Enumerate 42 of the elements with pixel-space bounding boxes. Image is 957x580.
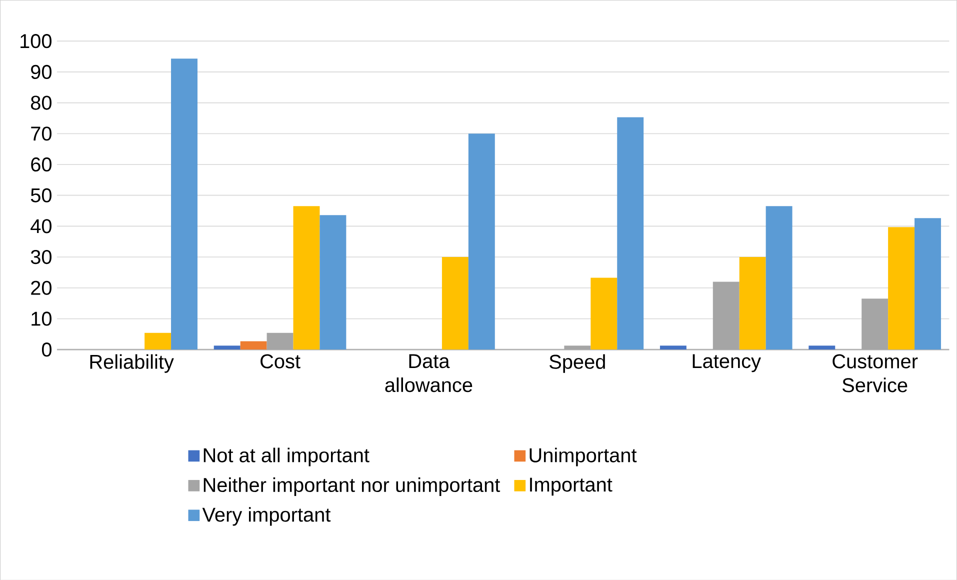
y-tick-label: 20 xyxy=(31,280,52,295)
y-tick-label: 100 xyxy=(20,34,52,48)
bar xyxy=(617,117,644,350)
bar xyxy=(660,345,686,350)
y-tick-label: 30 xyxy=(30,250,52,264)
bar xyxy=(240,341,267,350)
bar xyxy=(862,298,888,350)
bar xyxy=(739,256,766,350)
bar xyxy=(293,206,320,350)
legend-label: Not at all important xyxy=(204,447,370,466)
x-tick-label: Reliability xyxy=(90,354,174,373)
bar xyxy=(808,345,836,350)
bar xyxy=(712,281,740,350)
legend-label: Very important xyxy=(202,506,331,526)
legend-label: Unimportant xyxy=(530,447,637,466)
bar xyxy=(914,218,941,350)
x-tick-label: Cost xyxy=(260,354,300,368)
y-tick-label: 60 xyxy=(31,157,52,172)
bar xyxy=(766,206,792,350)
legend-label: Neither important nor unimportant xyxy=(204,477,500,496)
bar xyxy=(144,332,172,350)
y-tick-label: 0 xyxy=(42,342,52,356)
bar xyxy=(320,214,346,350)
bar xyxy=(171,58,198,350)
x-tick-label: Latency xyxy=(692,354,761,372)
x-tick-label: Data allowance xyxy=(385,354,472,392)
bar xyxy=(214,345,240,350)
y-tick-label: 10 xyxy=(32,311,52,326)
legend-label: Important xyxy=(530,478,612,496)
bar xyxy=(468,133,495,350)
y-tick-label: 70 xyxy=(31,126,52,140)
bar xyxy=(564,345,591,350)
bar xyxy=(888,226,915,350)
x-tick-label: Speed xyxy=(550,354,605,373)
y-tick-label: 80 xyxy=(30,96,52,110)
y-tick-label: 90 xyxy=(31,64,52,79)
bar xyxy=(266,332,294,350)
y-tick-label: 40 xyxy=(30,218,52,234)
x-tick-label: Customer Service xyxy=(832,354,918,392)
bar xyxy=(590,277,618,350)
bar xyxy=(442,256,468,350)
y-tick-label: 50 xyxy=(30,188,52,202)
